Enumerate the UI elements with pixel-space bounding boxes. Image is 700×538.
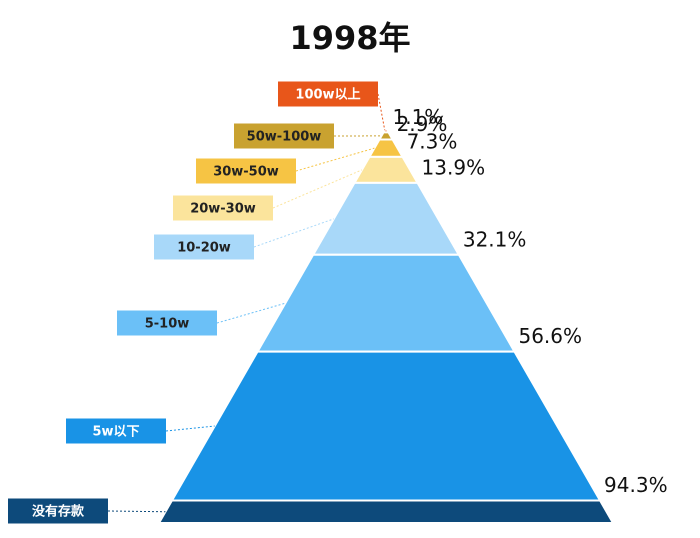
label-box: [196, 158, 296, 184]
value-label: 56.6%: [518, 324, 582, 348]
label-box: [173, 195, 273, 221]
pyramid-layer: [352, 155, 420, 184]
label-box: [8, 498, 108, 524]
category-label: 50w-100w: [247, 130, 322, 145]
leader-line: [165, 425, 215, 432]
label-box: [117, 310, 217, 336]
category-label: 30w-50w: [213, 165, 279, 180]
label-box: [234, 123, 334, 149]
pyramid-layer: [311, 181, 461, 256]
category-label: 10-20w: [177, 241, 231, 256]
value-label: 13.9%: [422, 155, 486, 179]
pyramid-layer: [377, 131, 395, 141]
category-label: 5w以下: [92, 425, 139, 440]
label-box: [278, 81, 378, 107]
category-label: 100w以上: [295, 88, 360, 103]
leader-line: [377, 93, 386, 131]
pyramid-layer: [170, 350, 602, 502]
leader-line: [107, 510, 166, 513]
label-box: [66, 418, 166, 444]
chart-title: 1998年: [289, 19, 410, 57]
value-label: 94.3%: [604, 473, 668, 497]
leader-line: [272, 169, 363, 209]
value-label: 2.9%: [397, 112, 448, 136]
pyramid-layer: [157, 499, 615, 524]
category-label: 5-10w: [145, 317, 190, 332]
category-label: 没有存款: [32, 504, 85, 520]
leader-line: [295, 147, 375, 172]
label-box: [154, 234, 254, 260]
value-label: 1.1%: [392, 105, 443, 129]
category-label: 20w-30w: [190, 202, 256, 217]
value-label: 7.3%: [407, 129, 458, 153]
pyramid-layer: [255, 253, 517, 353]
value-label: 32.1%: [463, 227, 527, 251]
